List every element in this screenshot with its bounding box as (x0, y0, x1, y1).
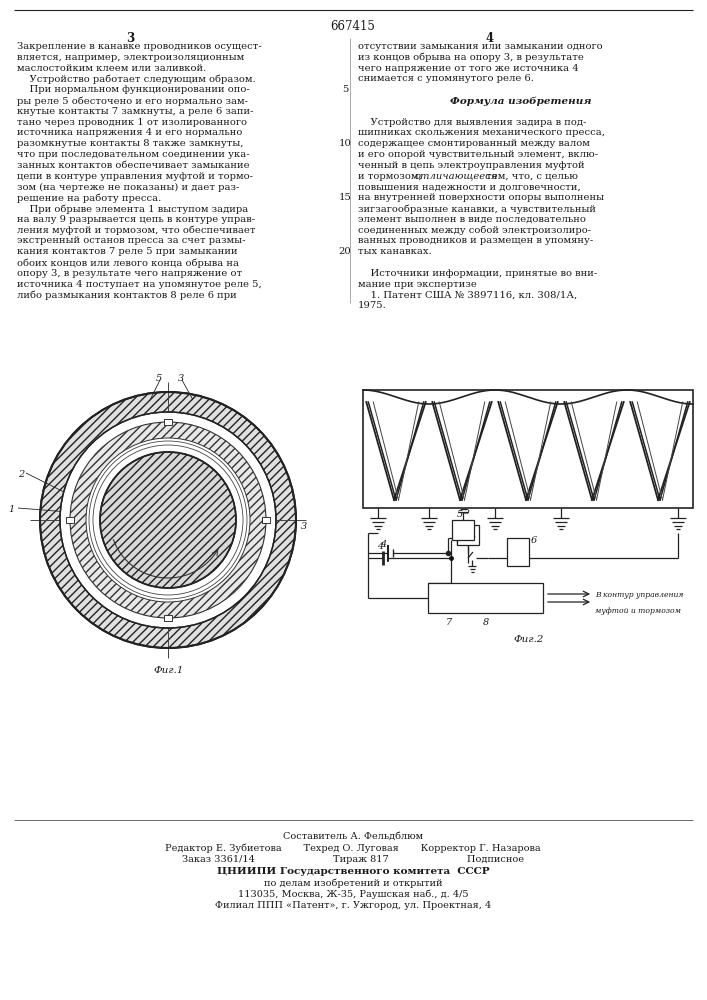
Text: 113035, Москва, Ж-35, Раушская наб., д. 4/5: 113035, Москва, Ж-35, Раушская наб., д. … (238, 890, 468, 899)
Circle shape (70, 422, 266, 618)
Text: 2: 2 (401, 432, 407, 441)
Bar (262, 517, 270, 523)
Text: тем, что, с целью: тем, что, с целью (483, 172, 578, 181)
Text: Формула изобретения: Формула изобретения (450, 96, 591, 105)
Text: 8: 8 (483, 618, 489, 627)
Text: тано через проводник 1 от изолированного: тано через проводник 1 от изолированного (17, 118, 247, 127)
Text: 5: 5 (457, 510, 463, 519)
Text: ченный в цепь электроуправления муфтой: ченный в цепь электроуправления муфтой (358, 161, 585, 170)
Text: соединенных между собой электроизолиро-: соединенных между собой электроизолиро- (358, 226, 591, 235)
Text: повышения надежности и долговечности,: повышения надежности и долговечности, (358, 182, 580, 191)
Text: источника 4 поступает на упомянутое реле 5,: источника 4 поступает на упомянутое реле… (17, 280, 262, 289)
Text: 5: 5 (341, 85, 348, 94)
Text: 2: 2 (18, 470, 24, 479)
Text: маслостойким клеем или заливкой.: маслостойким клеем или заливкой. (17, 64, 206, 73)
Text: муфтой и тормозом: муфтой и тормозом (595, 607, 681, 615)
Text: Филиал ППП «Патент», г. Ужгород, ул. Проектная, 4: Филиал ППП «Патент», г. Ужгород, ул. Про… (215, 901, 491, 910)
Bar (457, 525, 479, 545)
Text: 4: 4 (380, 540, 386, 549)
Text: отсутствии замыкания или замыкании одного: отсутствии замыкания или замыкании одног… (358, 42, 602, 51)
Text: 10: 10 (339, 139, 351, 148)
Text: 3: 3 (126, 32, 134, 45)
Text: 5: 5 (464, 507, 470, 516)
Text: Устройство для выявления задира в под-: Устройство для выявления задира в под- (358, 118, 586, 127)
Text: 6: 6 (531, 536, 537, 545)
Bar (363, 390, 693, 508)
Text: ры реле 5 обесточено и его нормально зам-: ры реле 5 обесточено и его нормально зам… (17, 96, 248, 105)
Text: Закрепление в канавке проводников осущест-: Закрепление в канавке проводников осущес… (17, 42, 262, 51)
Text: элемент выполнен в виде последовательно: элемент выполнен в виде последовательно (358, 215, 586, 224)
Text: шипниках скольжения механического пресса,: шипниках скольжения механического пресса… (358, 128, 605, 137)
Text: 3: 3 (178, 374, 185, 383)
Text: кнутые контакты 7 замкнуты, а реле 6 запи-: кнутые контакты 7 замкнуты, а реле 6 зап… (17, 107, 254, 116)
Text: 2: 2 (415, 445, 421, 454)
Text: 9: 9 (140, 432, 146, 441)
Text: мание при экспертизе: мание при экспертизе (358, 280, 477, 289)
Text: Фиг.2: Фиг.2 (513, 635, 544, 644)
Text: 20: 20 (339, 247, 351, 256)
Circle shape (86, 438, 250, 602)
Text: и тормозом,: и тормозом, (358, 172, 425, 181)
Circle shape (60, 412, 276, 628)
Text: Редактор Е. Зубиетова       Техред О. Луговая       Корректор Г. Назарова: Редактор Е. Зубиетова Техред О. Луговая … (165, 844, 541, 853)
Text: 1: 1 (8, 505, 14, 514)
Text: разомкнутые контакты 8 также замкнуты,: разомкнутые контакты 8 также замкнуты, (17, 139, 243, 148)
Text: кания контактов 7 реле 5 при замыкании: кания контактов 7 реле 5 при замыкании (17, 247, 238, 256)
Text: При обрыве элемента 1 выступом задира: При обрыве элемента 1 выступом задира (17, 204, 248, 214)
Text: 4: 4 (486, 32, 494, 45)
Circle shape (100, 452, 236, 588)
Bar (428, 583, 543, 613)
Text: ления муфтой и тормозом, что обеспечивает: ления муфтой и тормозом, что обеспечивае… (17, 226, 255, 235)
Circle shape (40, 392, 296, 648)
Text: 7: 7 (446, 618, 452, 627)
Text: зом (на чертеже не показаны) и дает раз-: зом (на чертеже не показаны) и дает раз- (17, 182, 240, 192)
Text: содержащее смонтированный между валом: содержащее смонтированный между валом (358, 139, 590, 148)
Text: При нормальном функционировании опо-: При нормальном функционировании опо- (17, 85, 250, 94)
Text: 15: 15 (339, 193, 351, 202)
Text: Составитель А. Фельдблюм: Составитель А. Фельдблюм (283, 832, 423, 841)
Text: снимается с упомянутого реле 6.: снимается с упомянутого реле 6. (358, 74, 534, 83)
Text: решение на работу пресса.: решение на работу пресса. (17, 193, 161, 203)
Text: 3: 3 (301, 522, 308, 531)
Text: отличающееся: отличающееся (415, 172, 498, 181)
Text: вляется, например, электроизоляционным: вляется, например, электроизоляционным (17, 53, 244, 62)
Text: Фиг.1: Фиг.1 (153, 666, 183, 675)
Text: 1975.: 1975. (358, 301, 387, 310)
Text: опору 3, в результате чего напряжение от: опору 3, в результате чего напряжение от (17, 269, 242, 278)
Text: из концов обрыва на опору 3, в результате: из концов обрыва на опору 3, в результат… (358, 53, 584, 62)
Text: В контур управления: В контур управления (595, 591, 684, 599)
Text: обоих концов или левого конца обрыва на: обоих концов или левого конца обрыва на (17, 258, 239, 267)
Bar (452, 520, 474, 540)
Text: 4: 4 (377, 542, 383, 551)
Bar (507, 538, 529, 566)
Text: Заказ 3361/14                         Тираж 817                         Подписно: Заказ 3361/14 Тираж 817 Подписно (182, 855, 524, 864)
Text: на валу 9 разрывается цепь в контуре управ-: на валу 9 разрывается цепь в контуре упр… (17, 215, 255, 224)
Text: тых канавках.: тых канавках. (358, 247, 432, 256)
Text: 667415: 667415 (331, 20, 375, 33)
Text: 1: 1 (458, 435, 464, 444)
Text: источника напряжения 4 и его нормально: источника напряжения 4 и его нормально (17, 128, 243, 137)
Text: что при последовательном соединении ука-: что при последовательном соединении ука- (17, 150, 250, 159)
Bar (66, 517, 74, 523)
Text: занных контактов обеспечивает замыкание: занных контактов обеспечивает замыкание (17, 161, 250, 170)
Text: экстренный останов пресса за счет размы-: экстренный останов пресса за счет размы- (17, 236, 245, 245)
Text: зигзагообразные канавки, а чувствительный: зигзагообразные канавки, а чувствительны… (358, 204, 596, 214)
Bar (164, 615, 172, 621)
Bar (164, 419, 172, 425)
Text: 5: 5 (156, 374, 162, 383)
Text: ванных проводников и размещен в упомяну-: ванных проводников и размещен в упомяну- (358, 236, 593, 245)
Text: Устройство работает следующим образом.: Устройство работает следующим образом. (17, 74, 256, 84)
Text: цепи в контуре управления муфтой и тормо-: цепи в контуре управления муфтой и тормо… (17, 172, 253, 181)
Text: либо размыкания контактов 8 реле 6 при: либо размыкания контактов 8 реле 6 при (17, 290, 237, 300)
Text: по делам изобретений и открытий: по делам изобретений и открытий (264, 878, 443, 888)
Text: чего напряжение от того же источника 4: чего напряжение от того же источника 4 (358, 64, 579, 73)
Text: ЦНИИПИ Государственного комитета  СССР: ЦНИИПИ Государственного комитета СССР (216, 866, 489, 876)
Text: Источники информации, принятые во вни-: Источники информации, принятые во вни- (358, 269, 597, 278)
Text: 1. Патент США № 3897116, кл. 308/1А,: 1. Патент США № 3897116, кл. 308/1А, (358, 290, 577, 299)
Text: и его опорой чувствительный элемент, вклю-: и его опорой чувствительный элемент, вкл… (358, 150, 598, 159)
Text: на внутренней поверхности опоры выполнены: на внутренней поверхности опоры выполнен… (358, 193, 604, 202)
